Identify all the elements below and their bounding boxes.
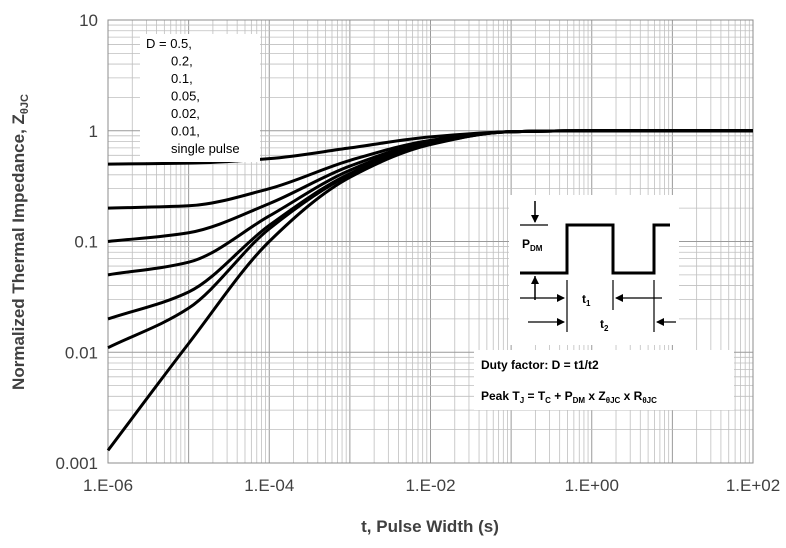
pdm-arrow-top-head (531, 215, 539, 223)
y-axis-title-sub: θJC (19, 94, 31, 114)
t1-arrow-left-head (557, 294, 565, 302)
pdm-label: PDM (522, 237, 543, 253)
x-tick-label: 1.E+00 (565, 476, 619, 495)
formula-part: x R (620, 389, 642, 403)
t2-label: t2 (600, 317, 609, 333)
legend-entry: 0.1, (171, 71, 193, 86)
formula-subscript: DM (573, 396, 586, 405)
formula-part: Peak T (481, 389, 520, 403)
y-tick-label: 10 (79, 11, 98, 30)
legend: D = 0.5, 0.2, 0.1, 0.05, 0.02, 0.01, single pu… (140, 34, 260, 162)
legend-entry: 0.05, (171, 89, 200, 104)
x-tick-label: 1.E-02 (405, 476, 455, 495)
formula-subscript: J (520, 396, 524, 405)
pdm-arrow-bottom-head (531, 276, 539, 284)
t1-arrow-right-head (615, 294, 623, 302)
x-axis-title: t, Pulse Width (s) (361, 517, 499, 536)
y-axis-title: Normalized Thermal Impedance, ZθJC (9, 94, 31, 390)
formula-background (474, 350, 734, 410)
t2-arrow-left-head (557, 318, 565, 326)
duty-cycle-inset: PDM t1 t2 Duty factor: D = t1/t2 Peak TJ… (474, 195, 734, 410)
legend-entry: 0.02, (171, 106, 200, 121)
pulse-waveform (520, 223, 670, 275)
series-line-6 (106, 129, 753, 452)
tick-labels: 1.E-06 1.E-04 1.E-02 1.E+00 1.E+02 0.001 0.01 0… (55, 11, 780, 495)
legend-entry: 0.2, (171, 54, 193, 69)
formula-part: + P (551, 389, 573, 403)
y-tick-label: 0.01 (65, 343, 98, 362)
x-tick-label: 1.E-06 (83, 476, 133, 495)
y-tick-label: 0.1 (74, 233, 98, 252)
formula-part: x Z (585, 389, 606, 403)
x-tick-label: 1.E-04 (244, 476, 294, 495)
legend-entry: single pulse (171, 141, 240, 156)
t1-label: t1 (582, 292, 591, 308)
peak-formula-text: Peak TJ = TC + PDM x ZθJC x RθJC (481, 389, 657, 405)
series-group (106, 129, 753, 452)
y-tick-label: 1 (89, 122, 98, 141)
legend-entry: D = 0.5, (146, 36, 192, 51)
inset-background (509, 195, 679, 345)
formula-part: = T (524, 389, 546, 403)
duty-factor-text: Duty factor: D = t1/t2 (481, 358, 599, 372)
formula-subscript: θJC (606, 396, 621, 405)
y-axis-title-main: Normalized Thermal Impedance, Z (9, 114, 28, 390)
t2-arrow-right-head (656, 318, 664, 326)
legend-entry: 0.01, (171, 124, 200, 139)
formula-subscript: C (545, 396, 551, 405)
legend-background (140, 34, 260, 162)
x-tick-label: 1.E+02 (726, 476, 780, 495)
y-tick-label: 0.001 (55, 454, 98, 473)
formula-subscript: θJC (642, 396, 657, 405)
